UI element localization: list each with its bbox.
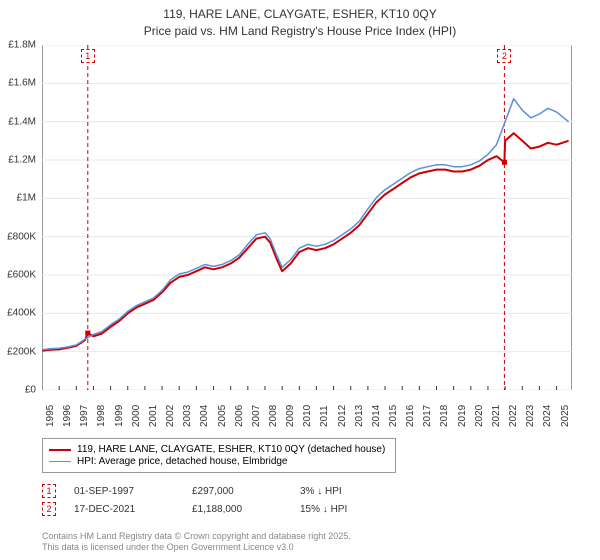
- x-tick-label: 2024: [542, 405, 553, 427]
- y-tick-label: £400K: [7, 308, 36, 319]
- sale-date: 01-SEP-1997: [74, 486, 174, 497]
- sale-index-box: 1: [42, 484, 56, 498]
- x-tick-label: 2006: [234, 405, 245, 427]
- legend-swatch: [49, 449, 71, 451]
- sales-table: 1 01-SEP-1997 £297,000 3% ↓ HPI 2 17-DEC-2021…: [42, 480, 380, 520]
- x-axis-labels: 1995 1996 1997 1998 1999 2000 2001 2002 2003 2004…: [42, 395, 572, 435]
- sale-marker-1: 1: [81, 49, 95, 63]
- x-tick-label: 2015: [388, 405, 399, 427]
- sale-row: 1 01-SEP-1997 £297,000 3% ↓ HPI: [42, 484, 380, 498]
- x-tick-label: 2017: [422, 405, 433, 427]
- x-tick-label: 2000: [131, 405, 142, 427]
- y-tick-label: £800K: [7, 231, 36, 242]
- y-tick-label: £1.4M: [8, 116, 36, 127]
- x-tick-label: 2023: [525, 405, 536, 427]
- legend-label: 119, HARE LANE, CLAYGATE, ESHER, KT10 0Q…: [77, 444, 385, 455]
- y-axis-labels: £0£200K£400K£600K£800K£1M£1.2M£1.4M£1.6M…: [0, 45, 40, 390]
- x-tick-label: 1995: [45, 405, 56, 427]
- title-address: 119, HARE LANE, CLAYGATE, ESHER, KT10 0Q…: [0, 6, 600, 23]
- legend-row: 119, HARE LANE, CLAYGATE, ESHER, KT10 0Q…: [49, 444, 389, 455]
- x-tick-label: 2008: [268, 405, 279, 427]
- sale-index-box: 2: [42, 502, 56, 516]
- legend: 119, HARE LANE, CLAYGATE, ESHER, KT10 0Q…: [42, 438, 396, 473]
- y-tick-label: £0: [25, 385, 36, 396]
- x-tick-label: 2021: [491, 405, 502, 427]
- x-tick-label: 2011: [319, 405, 330, 427]
- x-tick-label: 2001: [148, 405, 159, 427]
- y-tick-label: £1M: [17, 193, 36, 204]
- attribution-line1: Contains HM Land Registry data © Crown c…: [42, 531, 351, 543]
- x-tick-label: 2016: [405, 405, 416, 427]
- x-tick-label: 1997: [79, 405, 90, 427]
- x-tick-label: 2007: [251, 405, 262, 427]
- x-tick-label: 2013: [354, 405, 365, 427]
- sale-price: £297,000: [192, 486, 282, 497]
- chart-container: 119, HARE LANE, CLAYGATE, ESHER, KT10 0Q…: [0, 0, 600, 560]
- y-tick-label: £1.2M: [8, 155, 36, 166]
- y-tick-label: £200K: [7, 346, 36, 357]
- chart-svg: [42, 45, 572, 390]
- sale-delta: 15% ↓ HPI: [300, 504, 380, 515]
- x-tick-label: 2025: [560, 405, 571, 427]
- title-block: 119, HARE LANE, CLAYGATE, ESHER, KT10 0Q…: [0, 0, 600, 40]
- sale-price: £1,188,000: [192, 504, 282, 515]
- x-tick-label: 2018: [439, 405, 450, 427]
- x-tick-label: 2012: [337, 405, 348, 427]
- sale-marker-2: 2: [497, 49, 511, 63]
- attribution: Contains HM Land Registry data © Crown c…: [42, 531, 351, 554]
- x-tick-label: 2022: [508, 405, 519, 427]
- sale-date: 17-DEC-2021: [74, 504, 174, 515]
- legend-label: HPI: Average price, detached house, Elmb…: [77, 456, 288, 467]
- x-tick-label: 1999: [114, 405, 125, 427]
- legend-row: HPI: Average price, detached house, Elmb…: [49, 456, 389, 467]
- y-tick-label: £1.6M: [8, 78, 36, 89]
- x-tick-label: 2014: [371, 405, 382, 427]
- title-subtitle: Price paid vs. HM Land Registry's House …: [0, 23, 600, 40]
- attribution-line2: This data is licensed under the Open Gov…: [42, 542, 351, 554]
- chart-area: 12: [42, 45, 572, 390]
- y-tick-label: £1.8M: [8, 40, 36, 51]
- x-tick-label: 1998: [96, 405, 107, 427]
- x-tick-label: 2019: [457, 405, 468, 427]
- x-tick-label: 2010: [302, 405, 313, 427]
- sale-delta: 3% ↓ HPI: [300, 486, 380, 497]
- legend-swatch: [49, 461, 71, 463]
- x-tick-label: 2005: [217, 405, 228, 427]
- y-tick-label: £600K: [7, 270, 36, 281]
- x-tick-label: 2003: [182, 405, 193, 427]
- x-tick-label: 2004: [199, 405, 210, 427]
- x-tick-label: 1996: [62, 405, 73, 427]
- sale-row: 2 17-DEC-2021 £1,188,000 15% ↓ HPI: [42, 502, 380, 516]
- x-tick-label: 2020: [474, 405, 485, 427]
- x-tick-label: 2009: [285, 405, 296, 427]
- x-tick-label: 2002: [165, 405, 176, 427]
